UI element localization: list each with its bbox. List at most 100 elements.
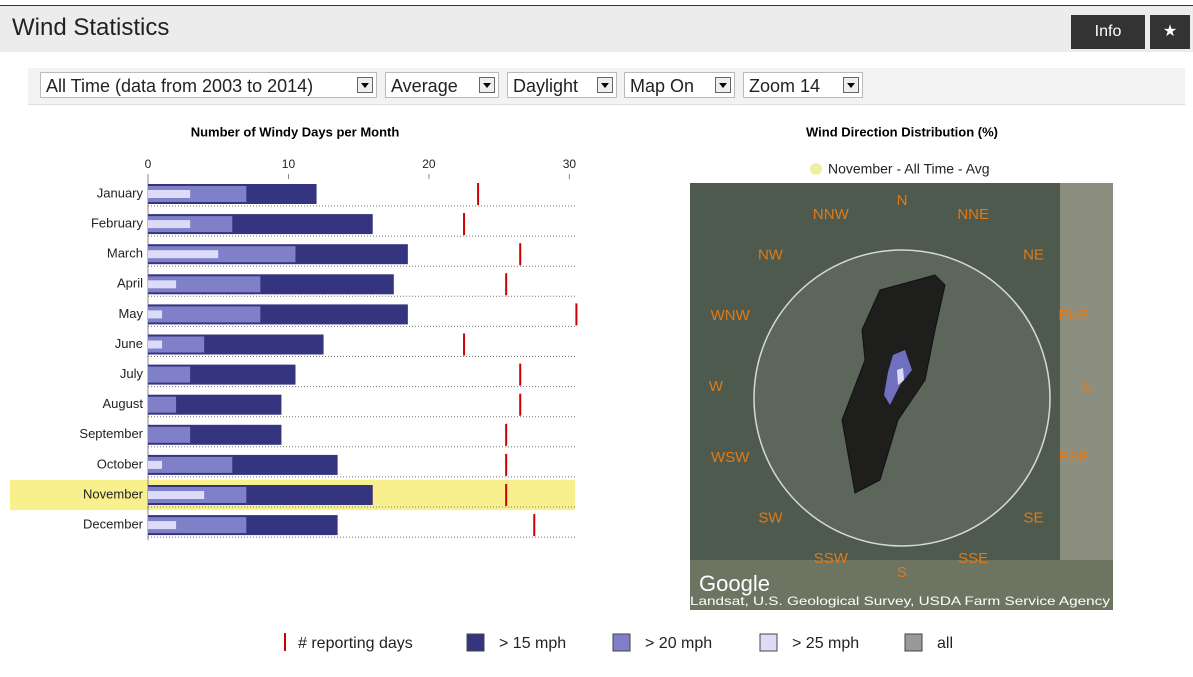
info-button[interactable]: Info — [1071, 15, 1145, 49]
legend-swatch — [760, 634, 777, 651]
map-land — [690, 560, 1113, 610]
map-shore — [1060, 183, 1113, 610]
select[interactable]: Map On — [624, 72, 735, 98]
y-tick-label: January — [97, 185, 144, 200]
bar — [148, 485, 373, 505]
bar — [148, 487, 246, 503]
bar — [148, 425, 281, 445]
direction-label: NNW — [813, 206, 850, 223]
rose-ring — [754, 250, 1050, 546]
bar — [148, 304, 408, 324]
bar — [148, 341, 162, 349]
bar — [148, 335, 324, 355]
bar — [148, 186, 246, 202]
bar — [148, 246, 295, 262]
bar — [148, 190, 190, 198]
select-label: Map On — [630, 76, 694, 96]
chart-title: Wind Direction Distribution (%) — [806, 124, 998, 139]
direction-label: ESE — [1059, 449, 1089, 466]
legend-swatch — [467, 634, 484, 651]
legend-label: > 25 mph — [792, 635, 859, 652]
chart-title: Number of Windy Days per Month — [191, 124, 400, 139]
legend-label: > 15 mph — [499, 635, 566, 652]
legend-label: > 20 mph — [645, 635, 712, 652]
bar — [148, 515, 338, 535]
legend-swatch — [613, 634, 630, 651]
bar — [148, 250, 218, 258]
bar — [148, 220, 190, 228]
bar — [148, 274, 394, 294]
map-attribution: Landsat, U.S. Geological Survey, USDA Fa… — [690, 594, 1110, 608]
bar — [148, 461, 162, 469]
y-tick-label: April — [117, 276, 143, 291]
bar — [148, 184, 317, 204]
toolbar: All Time (data from 2003 to 2014) Average… — [28, 68, 1185, 105]
bar — [148, 214, 373, 234]
select[interactable]: All Time (data from 2003 to 2014) — [40, 72, 377, 98]
direction-label: WSW — [711, 449, 750, 466]
favorite-button[interactable]: ★ — [1150, 15, 1190, 49]
map-logo: Google — [699, 571, 770, 596]
select-label: All Time (data from 2003 to 2014) — [46, 76, 313, 96]
y-tick-label: September — [79, 426, 143, 441]
rose-core — [897, 368, 904, 385]
legend-label: all — [937, 635, 953, 652]
direction-label: SSW — [814, 550, 849, 567]
bar — [148, 455, 338, 475]
direction-label: ENE — [1058, 307, 1089, 324]
bar — [148, 310, 162, 318]
x-tick-label: 10 — [282, 157, 296, 171]
legend-label: # reporting days — [298, 635, 413, 652]
y-tick-label: June — [115, 336, 143, 351]
highlight-row — [10, 480, 575, 510]
select[interactable]: Average — [385, 72, 499, 98]
y-tick-label: February — [91, 216, 144, 231]
legend-swatch — [905, 634, 922, 651]
direction-label: SW — [758, 509, 783, 526]
dropdown-arrow — [843, 77, 859, 93]
y-tick-label: November — [83, 486, 144, 501]
select[interactable]: Daylight — [507, 72, 617, 98]
direction-label: NW — [758, 246, 784, 263]
bar — [148, 280, 176, 288]
select-label: Daylight — [513, 76, 578, 96]
y-tick-label: October — [97, 456, 144, 471]
x-tick-label: 0 — [145, 157, 152, 171]
y-tick-label: May — [118, 306, 143, 321]
select[interactable]: Zoom 14 — [743, 72, 863, 98]
bar — [148, 337, 204, 353]
direction-label: S — [897, 564, 907, 581]
direction-label: E — [1083, 378, 1093, 395]
page-title: Wind Statistics — [12, 14, 169, 42]
direction-label: WNW — [711, 307, 751, 324]
bar — [148, 397, 176, 413]
bar — [148, 244, 408, 264]
direction-label: SSE — [958, 550, 988, 567]
header: Wind Statistics Info ★ — [0, 5, 1193, 52]
dropdown-arrow — [597, 77, 613, 93]
direction-label: NE — [1023, 246, 1044, 263]
bar — [148, 306, 260, 322]
x-tick-label: 20 — [422, 157, 436, 171]
bar — [148, 427, 190, 443]
bar — [148, 517, 246, 533]
y-tick-label: March — [107, 246, 143, 261]
dropdown-arrow — [357, 77, 373, 93]
direction-label: W — [709, 378, 724, 395]
page: Wind Statistics Info ★ All Time (data fr… — [0, 0, 1193, 677]
direction-label: N — [897, 192, 908, 209]
y-tick-label: July — [120, 366, 144, 381]
legend-swatch — [810, 163, 822, 175]
x-tick-label: 30 — [563, 157, 577, 171]
rose-inner — [884, 350, 912, 405]
bar — [148, 365, 295, 385]
bar — [148, 521, 176, 529]
direction-label: SE — [1024, 509, 1044, 526]
y-tick-label: December — [83, 517, 144, 532]
legend-label: November - All Time - Avg — [828, 161, 990, 177]
bar — [148, 457, 232, 473]
direction-label: NNE — [957, 206, 989, 223]
bar — [148, 395, 281, 415]
select-label: Average — [391, 76, 458, 96]
y-tick-label: August — [103, 396, 144, 411]
